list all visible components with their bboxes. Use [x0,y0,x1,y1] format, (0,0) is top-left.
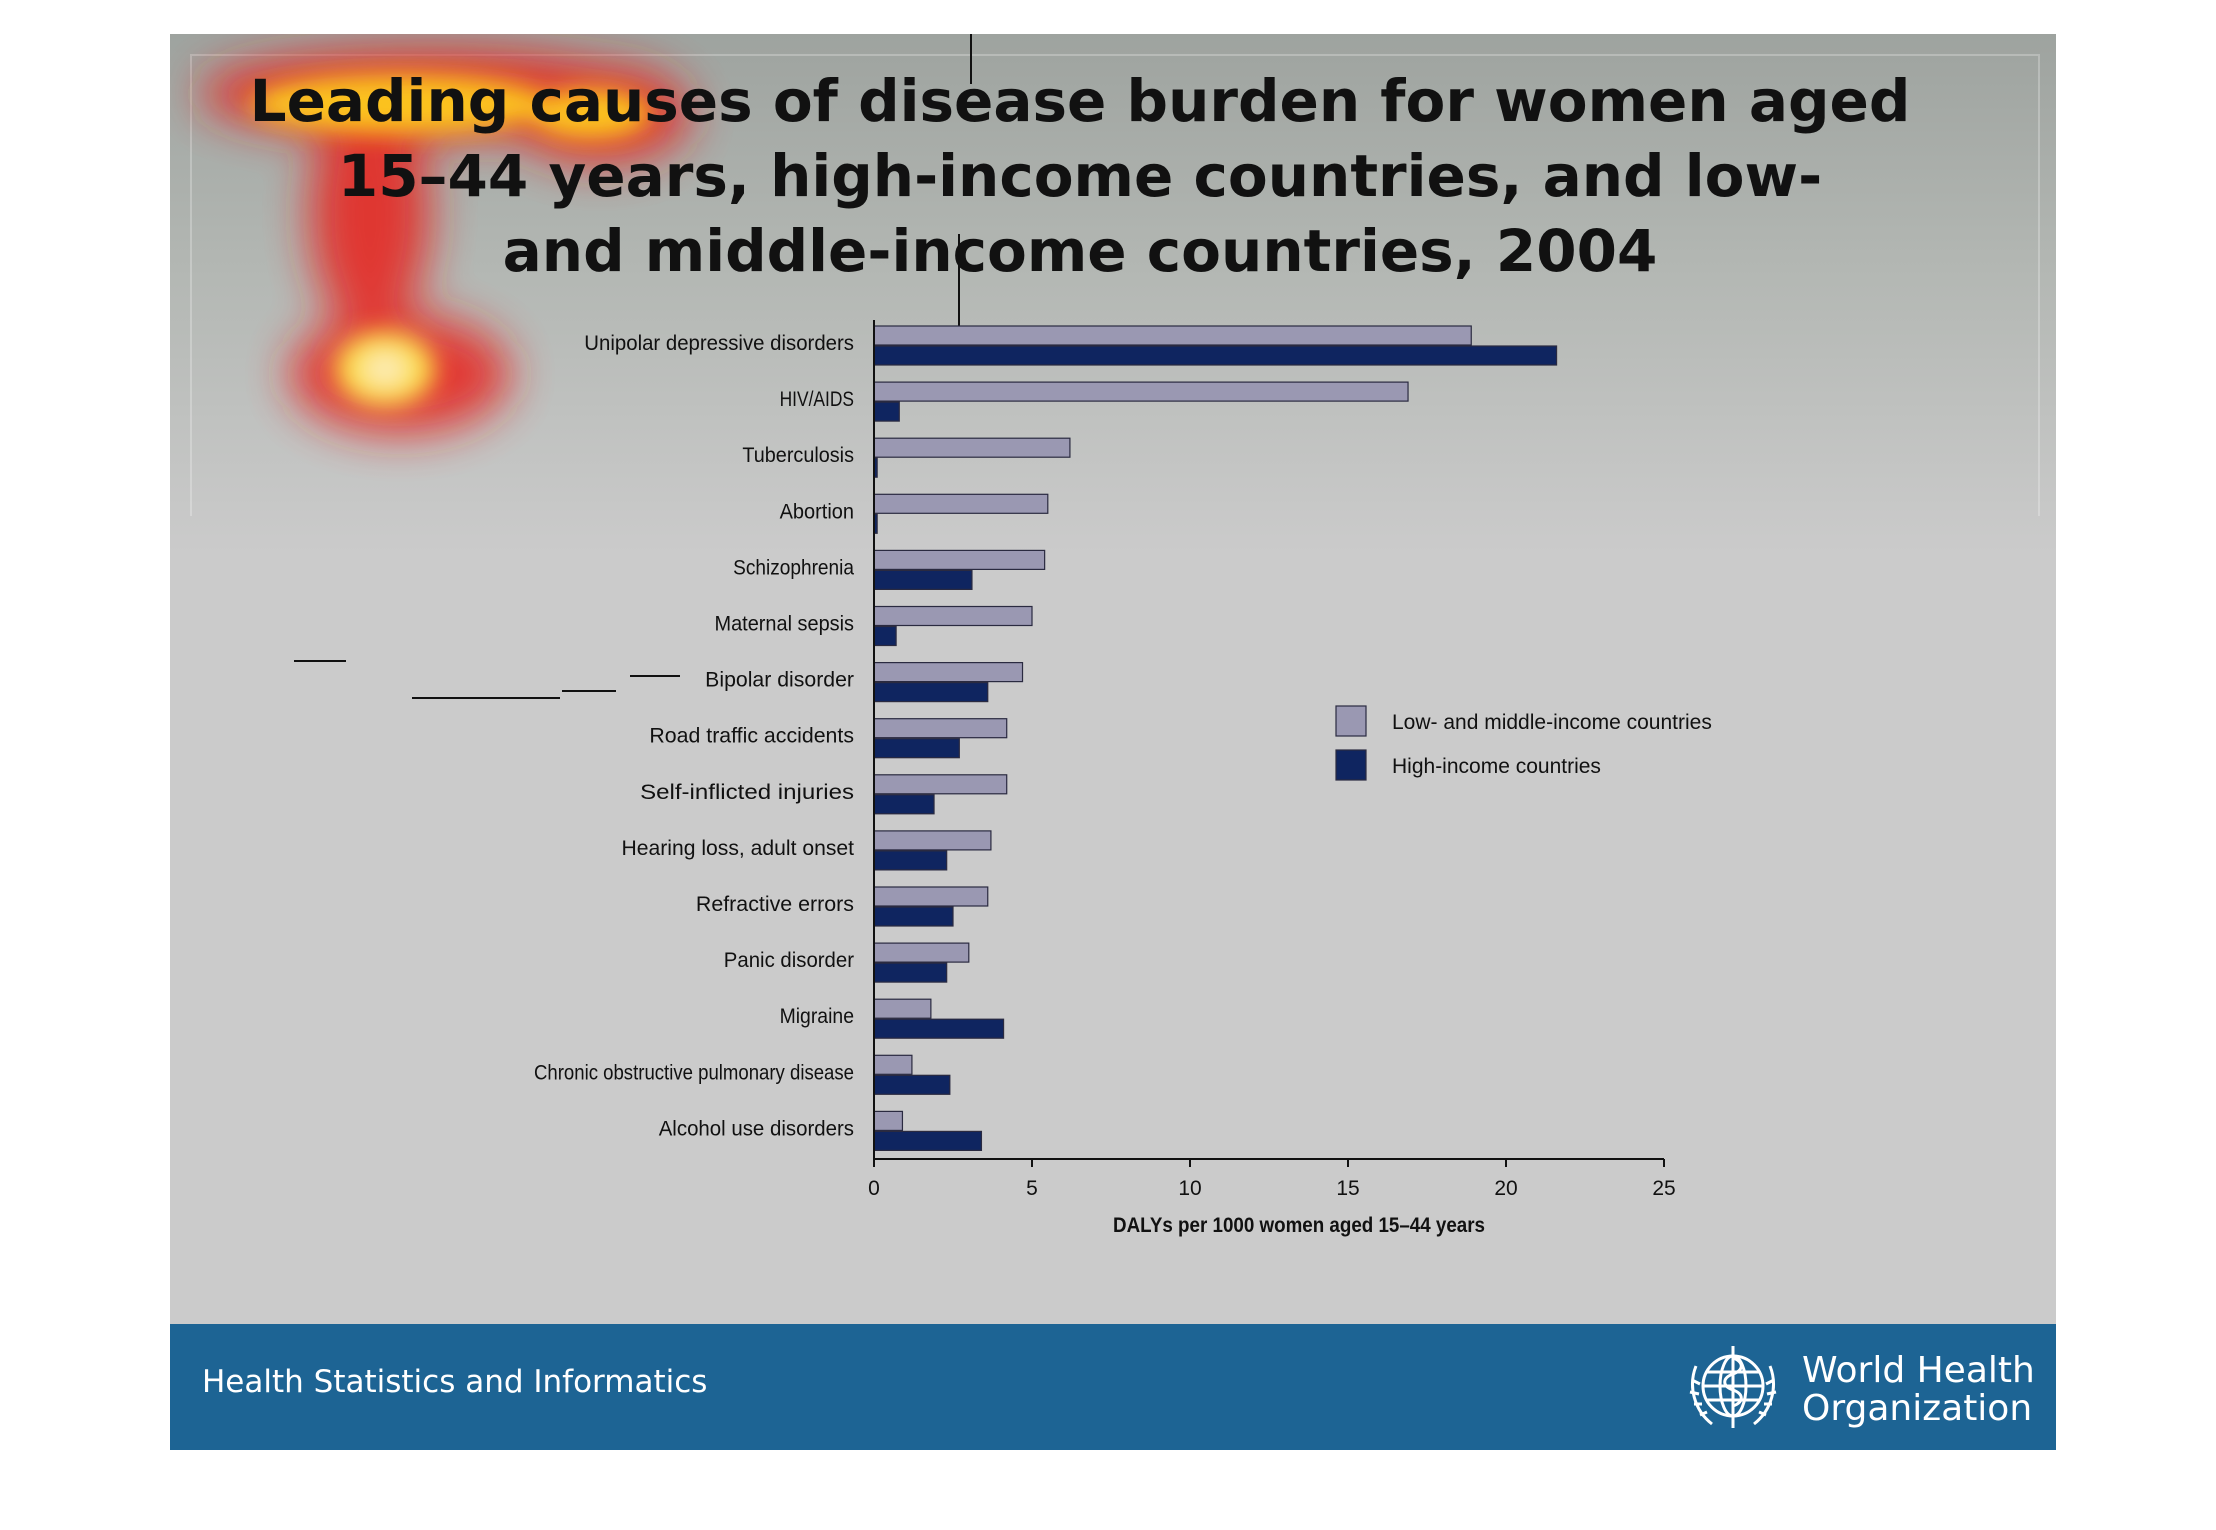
who-name-line: World Health [1802,1350,2035,1391]
annotation-line [562,690,616,692]
bar [873,794,935,815]
category-label: Self-inflicted injuries [640,781,854,804]
bar [873,549,1046,571]
footer-text: Health Statistics and Informatics [202,1364,708,1400]
bar [873,774,1008,795]
bar [873,906,954,927]
category-label: Alcohol use disorders [659,1117,854,1140]
x-tick-label: 15 [1336,1177,1359,1200]
slide-title: Leading causes of disease burden for wom… [230,64,1930,289]
bar [873,345,1558,366]
bar [873,1054,913,1075]
bar [873,381,1409,402]
x-tick-label: 25 [1652,1177,1675,1200]
bar [873,681,989,703]
x-axis-title: DALYs per 1000 women aged 15–44 years [1113,1214,1485,1237]
bar [873,325,1472,346]
bar [873,718,1008,739]
slide: Leading causes of disease burden for wom… [170,34,2056,1450]
bar [873,962,948,983]
category-label: Hearing loss, adult onset [622,837,855,860]
x-tick-label: 5 [1026,1177,1038,1200]
x-tick-label: 20 [1494,1177,1517,1200]
bar [873,998,932,1019]
title-line: and middle-income countries, 2004 [502,217,1658,285]
bar [873,1130,983,1152]
bar [873,569,973,591]
annotation-line [412,697,560,699]
legend-label: High-income countries [1392,755,1601,778]
x-tick-label: 10 [1178,1177,1201,1200]
category-label: Road traffic accidents [649,725,854,748]
legend-swatch [1335,749,1367,781]
bar [873,886,989,907]
category-label: Unipolar depressive disorders [584,332,854,355]
x-tick-label: 0 [868,1177,880,1200]
who-name-line: Organization [1802,1388,2033,1429]
bar [873,437,1071,458]
bar [873,605,1033,627]
category-label: HIV/AIDS [780,388,854,411]
category-label: Abortion [780,500,854,523]
bar [873,942,970,963]
who-name: World Health Organization [1802,1352,2035,1428]
category-label: Chronic obstructive pulmonary disease [534,1061,854,1084]
bar [873,1074,951,1095]
title-line: Leading causes of disease burden for wom… [249,67,1911,135]
bar [873,850,948,871]
annotation-line [630,675,680,677]
title-connector-line [958,234,960,328]
title-connector-line [970,34,972,84]
bar [873,738,960,759]
annotation-line [294,660,346,662]
category-label: Maternal sepsis [715,613,855,636]
legend-swatch [1335,705,1367,737]
category-label: Schizophrenia [733,556,854,579]
category-label: Migraine [780,1005,854,1028]
who-emblem-icon [1689,1346,1777,1428]
bar [873,625,897,647]
bar [873,401,900,422]
category-label: Bipolar disorder [705,669,854,692]
background-frame [190,54,2040,516]
footer-bar: Health Statistics and Informatics World … [170,1324,2056,1450]
bar [873,493,1049,514]
category-label: Tuberculosis [742,444,854,467]
title-line: 15–44 years, high-income countries, and … [337,142,1823,210]
legend-label: Low- and middle-income countries [1392,711,1712,734]
bar [873,1018,1005,1039]
category-label: Panic disorder [724,949,854,972]
bar [873,1110,904,1132]
bar [873,661,1024,683]
bar [873,830,992,851]
category-label: Refractive errors [696,893,854,916]
bar-chart: Unipolar depressive disorders HIV/AIDS Tub… [534,320,1712,1237]
